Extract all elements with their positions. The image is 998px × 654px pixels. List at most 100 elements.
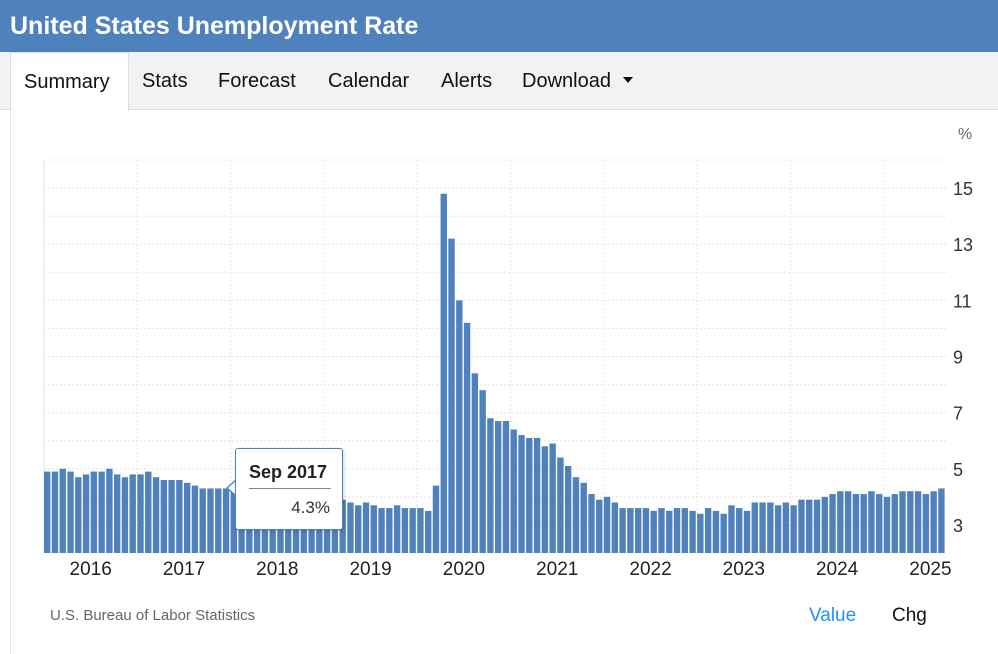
bar: [642, 508, 650, 553]
bar: [463, 322, 471, 553]
bar: [603, 496, 611, 553]
bar: [736, 508, 743, 553]
bar: [837, 491, 844, 553]
bar: [627, 508, 634, 553]
bar: [712, 510, 720, 553]
y-axis-unit: %: [958, 126, 972, 143]
bar: [541, 446, 549, 553]
bar: [526, 437, 533, 553]
bar: [938, 488, 945, 553]
bar: [106, 468, 113, 553]
bar: [51, 471, 59, 553]
tab-stats[interactable]: Stats: [142, 70, 188, 92]
bar: [510, 429, 517, 553]
bar: [549, 443, 556, 553]
bar: [806, 499, 813, 553]
bar: [362, 502, 370, 553]
y-tick-label: 13: [953, 235, 973, 255]
bar: [456, 300, 463, 553]
chart-bars: [44, 193, 945, 553]
x-tick-label: 2022: [629, 559, 671, 580]
bar: [355, 505, 362, 553]
bar: [557, 457, 564, 553]
bar: [533, 437, 541, 553]
bar: [588, 494, 595, 553]
y-tick-label: 5: [953, 460, 963, 480]
bar: [98, 471, 105, 553]
tab-calendar[interactable]: Calendar: [328, 70, 410, 92]
tab-summary[interactable]: Summary: [10, 52, 129, 111]
x-tick-label: 2023: [723, 559, 765, 580]
bar: [619, 508, 626, 553]
bar: [386, 508, 393, 553]
bar: [479, 390, 486, 553]
x-tick-label: 2017: [163, 559, 205, 580]
bar: [899, 491, 906, 553]
bar: [230, 488, 237, 553]
bar: [759, 502, 766, 553]
bar: [401, 508, 409, 553]
x-tick-label: 2018: [256, 559, 298, 580]
bar: [697, 513, 704, 553]
bar: [673, 508, 681, 553]
chevron-down-icon: [622, 76, 633, 83]
bar: [751, 502, 758, 553]
tab-download[interactable]: Download: [522, 52, 633, 110]
bar: [75, 477, 82, 553]
chart-tooltip: Sep 2017 4.3%: [235, 448, 343, 530]
bar: [860, 494, 867, 553]
bar: [689, 510, 696, 553]
bar: [922, 494, 930, 553]
value-toggle-button[interactable]: Value: [809, 605, 857, 626]
y-tick-label: 9: [953, 348, 963, 368]
bar: [813, 499, 821, 553]
bar: [378, 508, 385, 553]
bar: [883, 496, 891, 553]
bar: [868, 491, 875, 553]
y-tick-label: 3: [953, 516, 963, 536]
x-tick-label: 2021: [536, 559, 578, 580]
bar: [207, 488, 214, 553]
bar: [774, 505, 782, 553]
bar: [82, 474, 90, 553]
bar: [728, 505, 735, 553]
bar: [440, 193, 447, 553]
bar: [59, 468, 66, 553]
bar: [580, 482, 587, 553]
bar: [183, 482, 191, 553]
bar: [67, 471, 74, 553]
bar: [790, 505, 797, 553]
bar: [767, 502, 774, 553]
bar: [681, 508, 688, 553]
bar: [821, 496, 828, 553]
bar: [572, 477, 580, 553]
bar: [743, 510, 751, 553]
bar: [145, 471, 152, 553]
tab-forecast[interactable]: Forecast: [218, 70, 296, 92]
x-tick-label: 2025: [909, 559, 951, 580]
bar: [113, 474, 121, 553]
bar: [199, 488, 206, 553]
bar: [160, 480, 168, 553]
bar: [564, 465, 572, 553]
bar: [876, 494, 883, 553]
x-tick-label: 2016: [70, 559, 112, 580]
bar: [370, 505, 377, 553]
chg-toggle-button[interactable]: Chg: [892, 605, 927, 626]
chart-panel: [10, 110, 998, 654]
chart-grid: [43, 159, 946, 553]
bar: [914, 491, 922, 553]
tab-alerts[interactable]: Alerts: [441, 70, 493, 92]
bar: [347, 502, 354, 553]
bar: [487, 418, 494, 553]
bar: [152, 477, 160, 553]
bar: [650, 510, 657, 553]
bar: [596, 499, 603, 553]
bar: [90, 471, 98, 553]
y-axis: 3 5 7 9 11 13 15: [953, 179, 973, 536]
bar: [176, 480, 183, 553]
bar: [44, 471, 51, 553]
bar: [844, 491, 852, 553]
bar: [471, 373, 479, 553]
